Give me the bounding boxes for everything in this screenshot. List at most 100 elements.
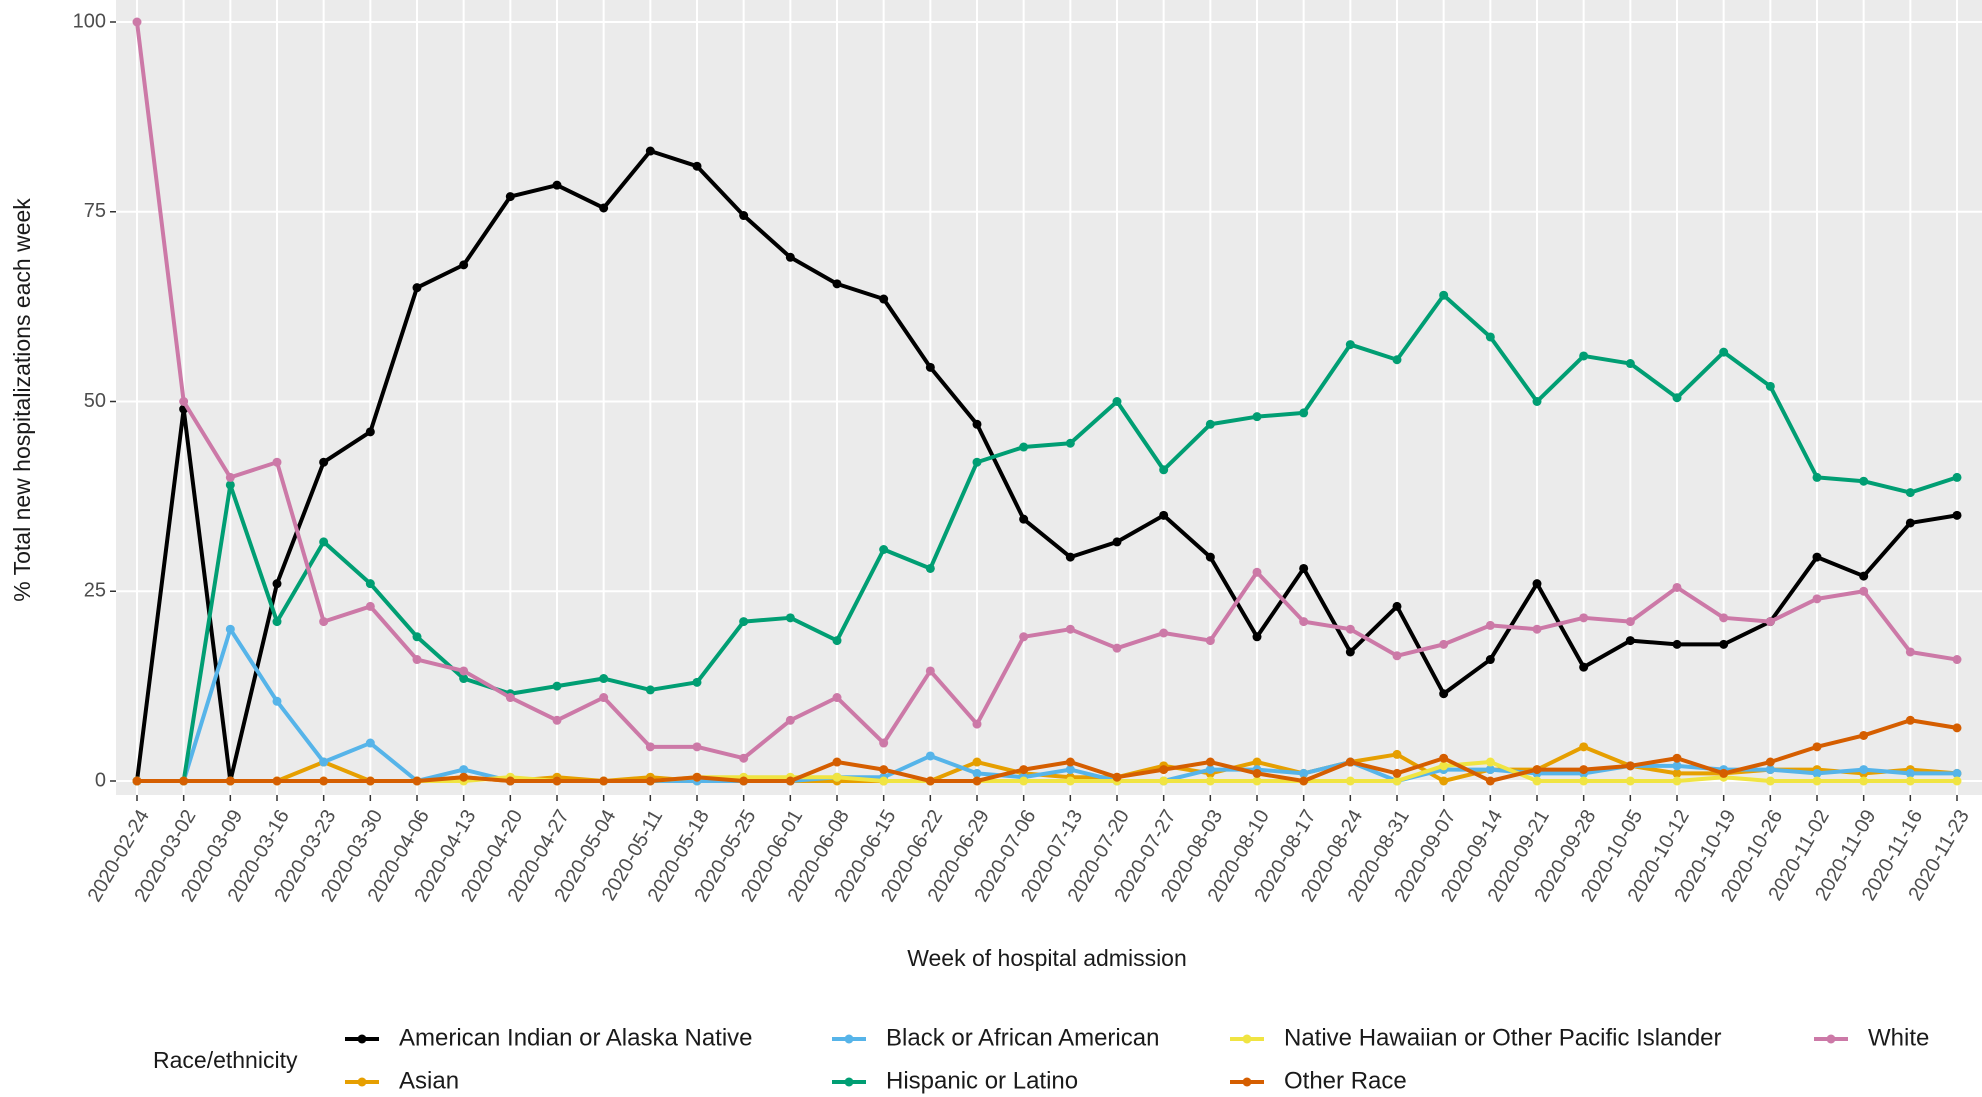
point — [412, 655, 422, 665]
point — [1159, 776, 1169, 786]
point — [1299, 768, 1309, 778]
point — [1905, 715, 1915, 725]
legend-label: Asian — [399, 1067, 459, 1094]
point — [645, 685, 655, 695]
y-tick-label: 25 — [84, 580, 106, 602]
y-tick-label: 0 — [95, 769, 106, 791]
point — [1672, 753, 1682, 763]
point — [365, 601, 375, 611]
y-tick-label: 100 — [73, 10, 106, 32]
point — [1159, 465, 1169, 475]
legend-label: White — [1868, 1024, 1929, 1051]
point — [925, 751, 935, 761]
point — [319, 617, 329, 627]
point — [692, 772, 702, 782]
point — [1252, 757, 1262, 767]
point — [1252, 776, 1262, 786]
point — [1252, 768, 1262, 778]
point — [1112, 772, 1122, 782]
point — [879, 738, 889, 748]
point — [1345, 757, 1355, 767]
point — [1579, 742, 1589, 752]
point — [1765, 776, 1775, 786]
series-line — [135, 149, 1958, 783]
point — [1065, 776, 1075, 786]
point — [1299, 617, 1309, 627]
point — [1019, 514, 1029, 524]
panel — [116, 0, 1982, 795]
point — [1252, 412, 1262, 422]
point — [1205, 636, 1215, 646]
point — [1672, 768, 1682, 778]
series-line — [135, 21, 1958, 761]
point — [459, 260, 469, 270]
point — [1672, 776, 1682, 786]
point — [1672, 582, 1682, 592]
point — [785, 613, 795, 623]
y-axis-title: % Total new hospitalizations each week — [9, 198, 35, 602]
series-line — [137, 718, 1958, 783]
legend-key-point — [844, 1077, 854, 1087]
point — [972, 457, 982, 467]
point — [319, 537, 329, 547]
point — [1065, 765, 1075, 775]
point — [1812, 776, 1822, 786]
point — [412, 283, 422, 293]
point — [1205, 757, 1215, 767]
point — [412, 632, 422, 642]
point — [1439, 689, 1449, 699]
point — [879, 765, 889, 775]
point — [1112, 643, 1122, 653]
point — [1439, 290, 1449, 300]
point — [1112, 537, 1122, 547]
point — [1299, 408, 1309, 418]
point — [1439, 776, 1449, 786]
point — [832, 636, 842, 646]
point — [1579, 351, 1589, 361]
point — [1019, 765, 1029, 775]
legend-title: Race/ethnicity — [153, 1047, 298, 1073]
point — [1719, 639, 1729, 649]
point — [1625, 359, 1635, 369]
point — [1299, 563, 1309, 573]
point — [1625, 636, 1635, 646]
legend-key-point — [1242, 1034, 1252, 1044]
point — [645, 742, 655, 752]
point — [1019, 632, 1029, 642]
point — [645, 776, 655, 786]
point — [1905, 647, 1915, 657]
point — [1392, 749, 1402, 759]
point — [599, 776, 609, 786]
point — [1719, 768, 1729, 778]
point — [785, 252, 795, 262]
point — [1952, 510, 1962, 520]
point — [1859, 586, 1869, 596]
point — [1952, 776, 1962, 786]
point — [972, 776, 982, 786]
point — [1205, 552, 1215, 562]
point — [365, 738, 375, 748]
point — [739, 617, 749, 627]
legend-key-point — [357, 1034, 367, 1044]
point — [972, 768, 982, 778]
point — [599, 203, 609, 213]
point — [1019, 442, 1029, 452]
point — [1392, 601, 1402, 611]
legend-label: Hispanic or Latino — [886, 1067, 1078, 1094]
point — [925, 362, 935, 372]
point — [1532, 776, 1542, 786]
point — [599, 693, 609, 703]
point — [879, 776, 889, 786]
point — [1345, 647, 1355, 657]
legend-key-point — [844, 1034, 854, 1044]
point — [879, 294, 889, 304]
point — [1065, 438, 1075, 448]
point — [785, 715, 795, 725]
point — [1345, 776, 1355, 786]
point — [925, 666, 935, 676]
point — [1812, 768, 1822, 778]
point — [1579, 776, 1589, 786]
point — [1625, 617, 1635, 627]
point — [1719, 347, 1729, 357]
